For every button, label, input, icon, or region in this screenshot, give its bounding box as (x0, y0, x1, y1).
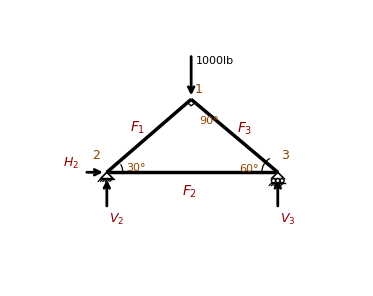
Text: 60°: 60° (239, 164, 258, 174)
Text: $V_2$: $V_2$ (109, 212, 124, 227)
Text: $F_1$: $F_1$ (130, 120, 145, 136)
Text: $V_3$: $V_3$ (280, 212, 295, 227)
Text: $H_2$: $H_2$ (63, 156, 79, 171)
Text: 1000lb: 1000lb (196, 56, 234, 66)
Text: 2: 2 (92, 149, 100, 162)
Text: $F_2$: $F_2$ (182, 184, 198, 200)
Polygon shape (100, 172, 113, 179)
Text: 30°: 30° (126, 163, 146, 173)
Text: 1: 1 (195, 83, 203, 96)
Circle shape (280, 179, 284, 183)
Text: $F_3$: $F_3$ (237, 121, 253, 137)
Circle shape (276, 179, 280, 183)
Circle shape (272, 179, 276, 183)
Polygon shape (272, 172, 284, 179)
Text: 3: 3 (281, 149, 289, 162)
Text: 90°: 90° (199, 116, 219, 126)
